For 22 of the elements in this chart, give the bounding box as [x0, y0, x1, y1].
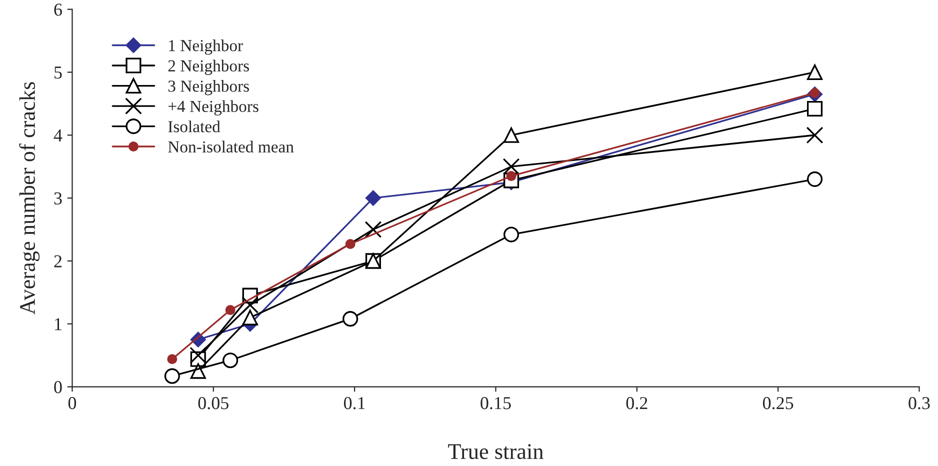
- legend-label: 3 Neighbors: [168, 80, 249, 96]
- x-tick-label: 0.25: [762, 397, 794, 410]
- y-tick-label: 1: [55, 318, 62, 330]
- x-axis-title: True strain: [448, 444, 544, 460]
- x-tick-label: 0: [68, 397, 76, 410]
- y-tick-label: 5: [54, 66, 62, 79]
- y-tick-label: 2: [54, 255, 62, 268]
- legend-label: 2 Neighbors: [168, 60, 249, 75]
- x-tick-label: 0.3: [908, 397, 930, 410]
- x-tick-label: 0.05: [198, 397, 228, 410]
- y-axis-title: Average number of cracks: [19, 82, 40, 315]
- legend-label: Non-isolated mean: [168, 140, 294, 153]
- y-tick-label: 3: [54, 192, 62, 204]
- x-tick-label: 0.15: [480, 397, 511, 410]
- legend-label: Isolated: [168, 120, 220, 132]
- y-tick-label: 0: [54, 381, 62, 394]
- legend-label: +4 Neighbors: [168, 100, 258, 116]
- y-tick-label: 4: [54, 130, 62, 142]
- legend-label: 1 Neighbor: [169, 40, 243, 55]
- x-tick-label: 0.1: [344, 397, 365, 410]
- x-tick-label: 0.2: [626, 397, 648, 410]
- y-tick-label: 6: [54, 4, 62, 16]
